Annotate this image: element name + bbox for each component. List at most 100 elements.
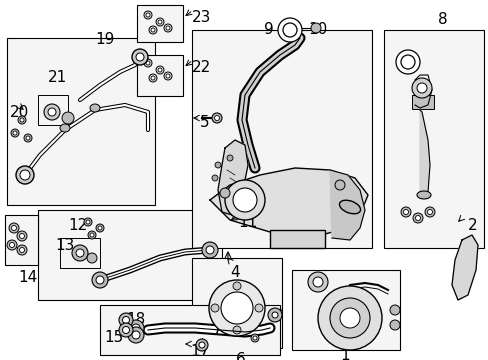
Circle shape: [149, 26, 157, 34]
Circle shape: [149, 74, 157, 82]
Text: 22: 22: [192, 60, 211, 75]
Circle shape: [132, 331, 140, 339]
Circle shape: [143, 11, 152, 19]
Bar: [269, 230, 325, 248]
Circle shape: [250, 334, 259, 342]
Circle shape: [232, 188, 257, 212]
Polygon shape: [329, 170, 364, 240]
Circle shape: [214, 116, 219, 121]
Text: 9: 9: [264, 22, 273, 37]
Circle shape: [146, 61, 150, 65]
Bar: [60, 238, 100, 268]
Circle shape: [196, 339, 207, 351]
Circle shape: [151, 28, 155, 32]
Circle shape: [202, 242, 218, 258]
Circle shape: [212, 175, 218, 181]
Circle shape: [86, 220, 90, 224]
Ellipse shape: [339, 200, 360, 214]
Circle shape: [11, 129, 19, 137]
Circle shape: [412, 213, 422, 223]
Circle shape: [254, 304, 263, 312]
Polygon shape: [218, 140, 247, 215]
Circle shape: [44, 104, 60, 120]
Circle shape: [96, 276, 104, 284]
Circle shape: [221, 292, 252, 324]
Circle shape: [232, 326, 241, 334]
Circle shape: [389, 305, 399, 315]
Bar: [38, 95, 68, 125]
Circle shape: [12, 225, 17, 230]
Bar: [100, 305, 280, 355]
Bar: [137, 5, 183, 42]
Text: 3: 3: [307, 276, 317, 291]
Polygon shape: [451, 235, 477, 300]
Circle shape: [307, 272, 327, 292]
Text: 2: 2: [467, 218, 477, 233]
Circle shape: [415, 216, 420, 220]
Circle shape: [76, 249, 84, 257]
Polygon shape: [419, 110, 429, 195]
Circle shape: [271, 312, 278, 318]
Ellipse shape: [416, 191, 430, 199]
Circle shape: [252, 336, 257, 340]
Circle shape: [96, 224, 104, 232]
Circle shape: [215, 162, 221, 168]
Circle shape: [20, 248, 24, 252]
Circle shape: [20, 118, 24, 122]
Circle shape: [158, 20, 162, 24]
Circle shape: [98, 226, 102, 230]
Circle shape: [20, 170, 30, 180]
Circle shape: [416, 83, 426, 93]
Bar: [411, 95, 433, 109]
Circle shape: [199, 342, 204, 348]
Circle shape: [210, 304, 219, 312]
Circle shape: [87, 253, 97, 263]
Circle shape: [18, 116, 26, 124]
Circle shape: [26, 136, 30, 140]
Circle shape: [334, 180, 345, 190]
Text: 21: 21: [48, 70, 67, 85]
Circle shape: [424, 207, 434, 217]
Circle shape: [90, 233, 94, 237]
Circle shape: [411, 78, 431, 98]
Circle shape: [427, 210, 431, 215]
Ellipse shape: [60, 124, 70, 132]
Text: 1: 1: [339, 348, 349, 360]
Circle shape: [122, 327, 129, 333]
Text: 10: 10: [307, 22, 326, 37]
Circle shape: [122, 316, 129, 324]
Circle shape: [312, 277, 323, 287]
Polygon shape: [209, 168, 367, 238]
Text: 17: 17: [190, 344, 209, 359]
Circle shape: [119, 313, 133, 327]
Circle shape: [165, 26, 170, 30]
Text: 23: 23: [192, 10, 211, 25]
Text: 6: 6: [236, 352, 245, 360]
Bar: [5, 215, 38, 265]
Circle shape: [156, 18, 163, 26]
Text: 7: 7: [213, 322, 222, 337]
Circle shape: [128, 320, 143, 336]
Circle shape: [143, 59, 152, 67]
Circle shape: [278, 18, 302, 42]
Circle shape: [132, 49, 148, 65]
Circle shape: [119, 323, 133, 337]
Circle shape: [17, 231, 27, 241]
Circle shape: [400, 55, 414, 69]
Circle shape: [13, 131, 17, 135]
Circle shape: [16, 166, 34, 184]
Circle shape: [400, 207, 410, 217]
Circle shape: [283, 23, 296, 37]
Text: 19: 19: [95, 32, 114, 47]
Circle shape: [339, 308, 359, 328]
Circle shape: [9, 223, 19, 233]
Bar: [38, 210, 222, 300]
Circle shape: [62, 112, 74, 124]
Bar: [192, 258, 282, 348]
Circle shape: [165, 74, 170, 78]
Circle shape: [220, 188, 229, 198]
Text: 4: 4: [229, 265, 239, 280]
Circle shape: [146, 13, 150, 17]
Circle shape: [20, 234, 24, 238]
Circle shape: [92, 272, 108, 288]
